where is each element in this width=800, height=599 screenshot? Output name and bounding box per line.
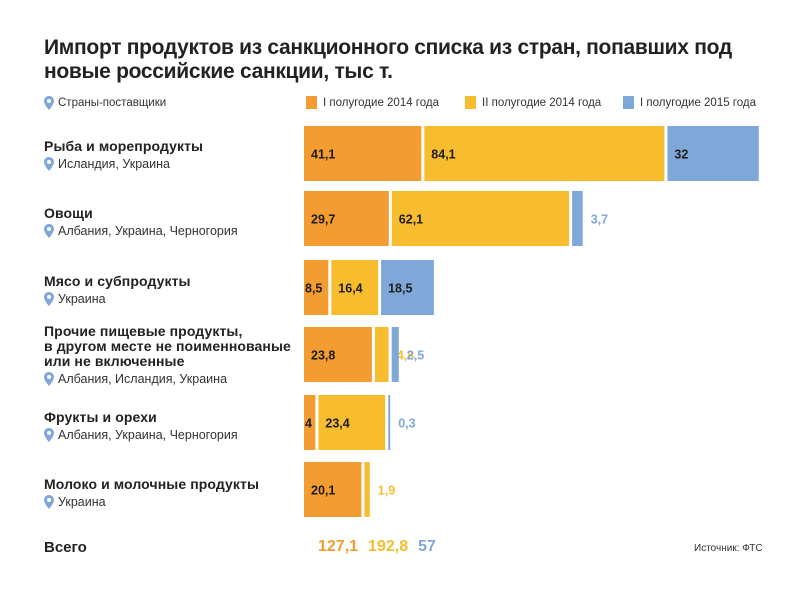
supplier-countries: Албания, Украина, Черногория bbox=[44, 427, 294, 443]
map-pin-icon bbox=[44, 224, 54, 238]
category-name: Молоко и молочные продукты bbox=[44, 477, 294, 492]
source-note: Источник: ФТС bbox=[694, 543, 763, 554]
category-name: Мясо и субпродукты bbox=[44, 274, 294, 289]
supplier-countries-text: Албания, Исландия, Украина bbox=[58, 372, 228, 386]
legend-label: I полугодие 2014 года bbox=[323, 96, 439, 109]
supplier-countries-text: Украина bbox=[58, 495, 106, 509]
data-label-h1-2015: 32 bbox=[674, 148, 688, 162]
total-h2-2014: 192,8 bbox=[368, 538, 409, 555]
bar-h2-2014 bbox=[424, 126, 665, 181]
data-label-h2-2014: 62,1 bbox=[399, 213, 423, 227]
map-pin-icon bbox=[44, 428, 54, 442]
bar-h2-2014 bbox=[331, 260, 379, 315]
bar-h1-2014 bbox=[304, 191, 389, 246]
legend-item-h1-2014: I полугодие 2014 года bbox=[306, 96, 439, 109]
data-label-h2-2014: 4,8 bbox=[397, 349, 414, 363]
category-name: Овощи bbox=[44, 206, 294, 221]
supplier-countries-text: Албания, Украина, Черногория bbox=[58, 428, 238, 442]
data-label-h2-2014: 23,4 bbox=[325, 417, 349, 431]
totals-label: Всего bbox=[44, 539, 87, 556]
bar-h1-2014 bbox=[304, 126, 422, 181]
data-label-h2-2014: 16,4 bbox=[338, 282, 362, 296]
bar-h1-2015 bbox=[572, 191, 583, 246]
category-label: Овощи Албания, Украина, Черногория bbox=[44, 206, 294, 239]
category-name-line: Молоко и молочные продукты bbox=[44, 476, 260, 492]
legend-label: I полугодие 2015 года bbox=[640, 96, 756, 109]
category-name-line: Фрукты и орехи bbox=[44, 409, 157, 425]
total-h1-2014: 127,1 bbox=[318, 538, 359, 555]
category-label: Рыба и морепродукты Исландия, Украина bbox=[44, 139, 294, 172]
legend-item-h1-2015: I полугодие 2015 года bbox=[623, 96, 756, 109]
category-name: Рыба и морепродукты bbox=[44, 139, 294, 154]
bar-h2-2014 bbox=[364, 462, 370, 517]
map-pin-icon bbox=[44, 495, 54, 509]
category-label: Фрукты и орехи Албания, Украина, Черногор… bbox=[44, 410, 294, 443]
bar-h1-2014 bbox=[304, 462, 362, 517]
legend: Страны-поставщики I полугодие 2014 года … bbox=[0, 96, 800, 114]
data-label-h2-2014: 84,1 bbox=[431, 148, 455, 162]
supplier-countries: Украина bbox=[44, 494, 294, 510]
category-name: Прочие пищевые продукты, в другом месте н… bbox=[44, 324, 294, 369]
legend-supplier-countries: Страны-поставщики bbox=[44, 96, 166, 110]
map-pin-icon bbox=[44, 292, 54, 306]
legend-swatch bbox=[623, 96, 634, 109]
map-pin-icon bbox=[44, 372, 54, 386]
legend-swatch bbox=[306, 96, 317, 109]
legend-item-h2-2014: II полугодие 2014 года bbox=[465, 96, 601, 109]
bar-h1-2014 bbox=[304, 395, 316, 450]
bar-h1-2015 bbox=[381, 260, 434, 315]
map-pin-icon bbox=[44, 157, 54, 171]
bar-h1-2014 bbox=[304, 327, 372, 382]
supplier-countries: Албания, Украина, Черногория bbox=[44, 223, 294, 239]
total-h1-2015: 57 bbox=[418, 538, 436, 555]
bar-h2-2014 bbox=[318, 395, 386, 450]
totals: 127,1 192,8 57 bbox=[318, 538, 436, 556]
category-label: Прочие пищевые продукты, в другом месте н… bbox=[44, 324, 294, 387]
data-label-h1-2015: 0,3 bbox=[398, 417, 415, 431]
legend-supplier-label: Страны-поставщики bbox=[58, 97, 167, 109]
bar-h1-2015 bbox=[667, 126, 759, 181]
bar-h2-2014 bbox=[391, 191, 570, 246]
data-label-h1-2014: 8,5 bbox=[305, 282, 322, 296]
legend-swatch bbox=[465, 96, 476, 109]
data-label-h1-2014: 4 bbox=[305, 417, 312, 431]
category-name: Фрукты и орехи bbox=[44, 410, 294, 425]
bar-h1-2014 bbox=[304, 260, 329, 315]
data-label-h1-2014: 41,1 bbox=[311, 148, 335, 162]
category-name-line: Овощи bbox=[44, 205, 93, 221]
category-name-line: Прочие пищевые продукты, bbox=[44, 323, 243, 339]
legend-label: II полугодие 2014 года bbox=[482, 96, 602, 109]
data-label-h1-2014: 20,1 bbox=[311, 484, 335, 498]
chart-title: Импорт продуктов из санкционного списка … bbox=[44, 36, 732, 83]
supplier-countries-text: Албания, Украина, Черногория bbox=[58, 224, 238, 238]
supplier-countries: Албания, Исландия, Украина bbox=[44, 371, 294, 387]
category-label: Молоко и молочные продукты Украина bbox=[44, 477, 294, 510]
map-pin-icon bbox=[44, 96, 54, 110]
bar-h1-2015 bbox=[388, 395, 391, 450]
data-label-h1-2015: 3,7 bbox=[591, 213, 608, 227]
supplier-countries-text: Украина bbox=[58, 292, 106, 306]
data-label-h1-2015: 18,5 bbox=[388, 282, 412, 296]
category-name-line: в другом месте не поименнованые bbox=[44, 338, 291, 354]
data-label-h2-2014: 1,9 bbox=[378, 484, 395, 498]
supplier-countries-text: Исландия, Украина bbox=[58, 157, 170, 171]
data-label-h1-2014: 23,8 bbox=[311, 349, 335, 363]
data-label-h1-2015: 2,5 bbox=[407, 349, 424, 363]
bar-h1-2015 bbox=[391, 327, 399, 382]
category-name-line: Мясо и субпродукты bbox=[44, 273, 191, 289]
category-name-line: Рыба и морепродукты bbox=[44, 138, 204, 154]
data-label-h1-2014: 29,7 bbox=[311, 213, 335, 227]
category-name-line: или не включенные bbox=[44, 353, 185, 369]
category-label: Мясо и субпродукты Украина bbox=[44, 274, 294, 307]
supplier-countries: Украина bbox=[44, 291, 294, 307]
supplier-countries: Исландия, Украина bbox=[44, 156, 294, 172]
bar-h2-2014 bbox=[374, 327, 389, 382]
